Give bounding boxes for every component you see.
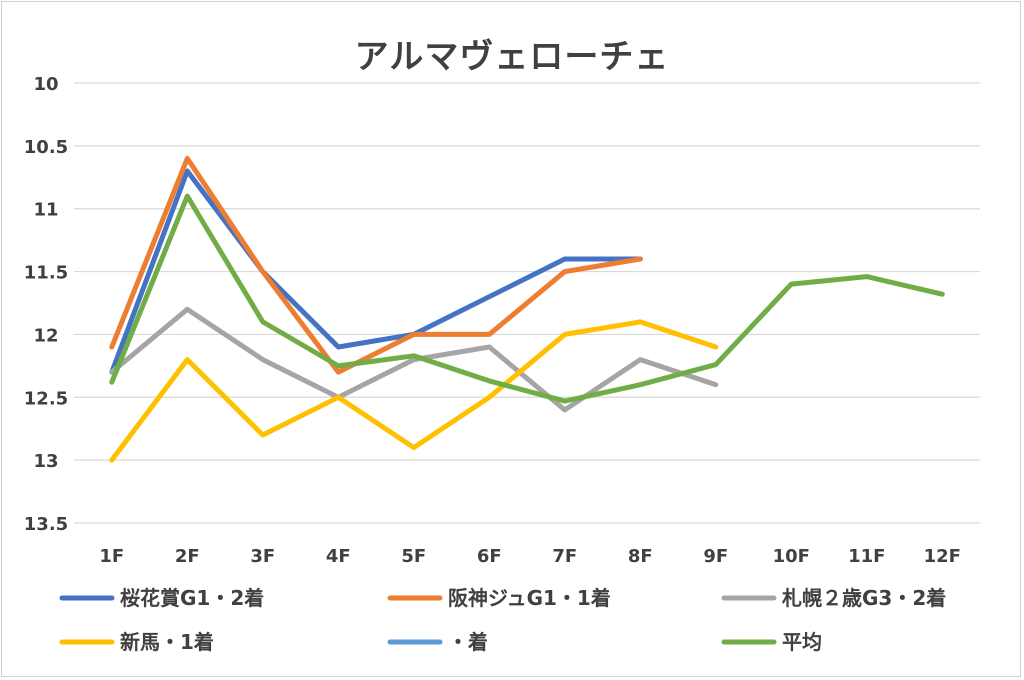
y-tick-label: 13.5 [24,514,68,535]
series-line-5 [109,193,945,404]
legend-label-1: 阪神ジュG1・1着 [448,586,611,610]
x-axis-ticks: 1F 2F 3F 4F 5F 6F 7F 8F 9F 10F 11F 12F [99,546,961,567]
x-tick-label: 12F [924,546,961,567]
series-line-0 [109,168,643,375]
series-lines [109,155,945,463]
y-tick-label: 11 [33,200,58,221]
x-tick-label: 11F [848,546,885,567]
legend-label-0: 桜花賞G1・2着 [120,586,264,610]
series-line-3 [109,319,719,463]
y-tick-label: 11.5 [24,263,68,284]
x-tick-label: 1F [99,546,124,567]
y-tick-label: 13 [33,451,58,472]
legend-label-5: 平均 [782,630,822,654]
y-axis-ticks: 10 10.5 11 11.5 12 12.5 13 13.5 [24,74,68,535]
x-tick-label: 8F [628,546,653,567]
x-tick-label: 3F [250,546,275,567]
x-tick-label: 7F [552,546,577,567]
y-tick-label: 10 [33,74,58,95]
x-tick-label: 5F [401,546,426,567]
legend-label-2: 札幌２歳G3・2着 [781,586,946,610]
x-tick-label: 4F [326,546,351,567]
y-tick-label: 12 [33,325,58,346]
x-tick-label: 9F [703,546,728,567]
x-tick-label: 6F [477,546,502,567]
legend-label-3: 新馬・1着 [120,630,214,654]
x-tick-label: 10F [773,546,810,567]
legend-label-4: ・着 [448,630,488,654]
y-tick-label: 10.5 [24,137,68,158]
y-tick-label: 12.5 [24,388,68,409]
chart-title: アルマヴェローチェ [355,37,670,77]
series-line-1 [109,155,643,375]
x-tick-label: 2F [175,546,200,567]
series-line-2 [109,306,719,413]
